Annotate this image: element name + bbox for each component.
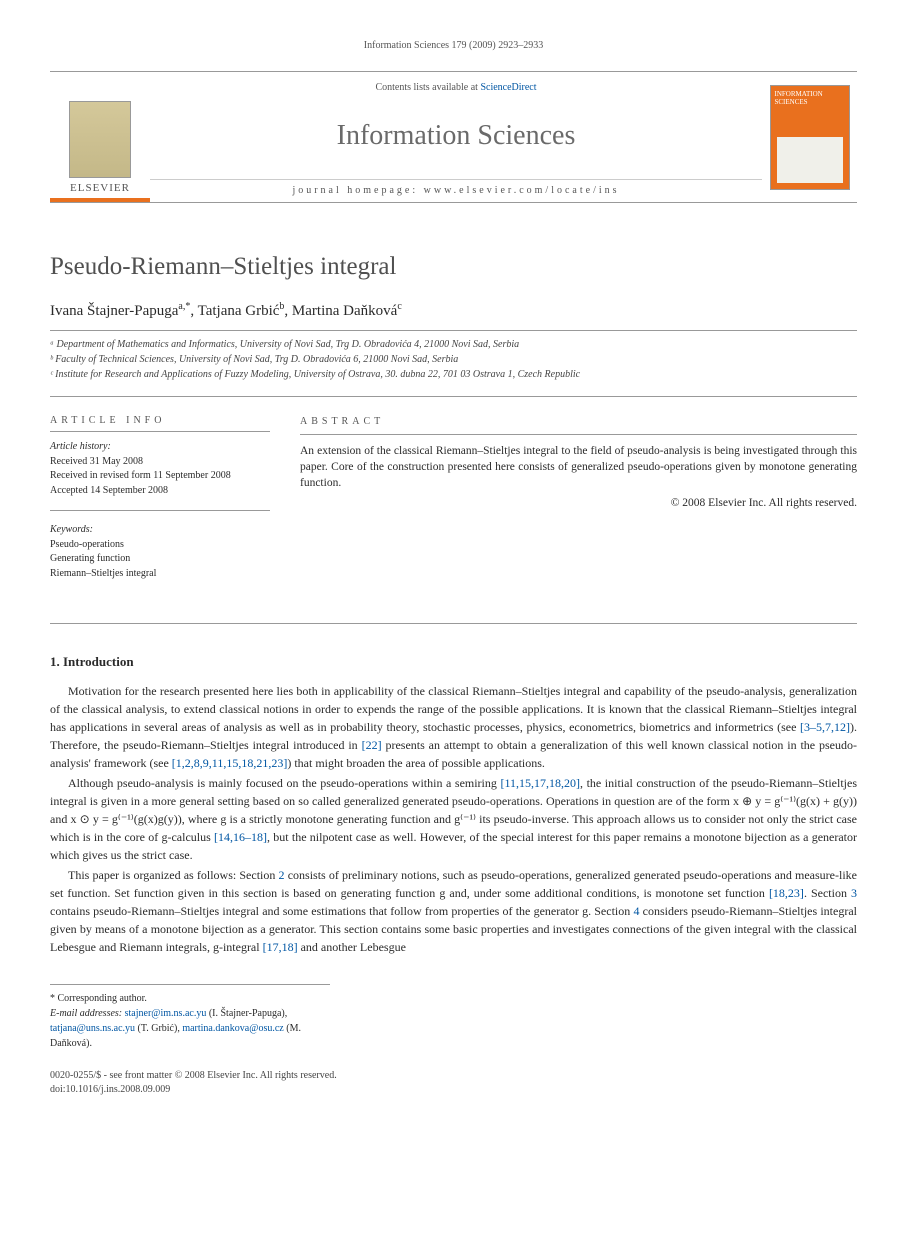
running-head: Information Sciences 179 (2009) 2923–293… <box>50 40 857 51</box>
ref-link[interactable]: [1,2,8,9,11,15,18,21,23] <box>172 756 288 770</box>
para-1: Motivation for the research presented he… <box>50 682 857 772</box>
abstract-copyright: © 2008 Elsevier Inc. All rights reserved… <box>300 495 857 511</box>
abstract-column: ABSTRACT An extension of the classical R… <box>300 415 857 605</box>
ref-link[interactable]: [18,23] <box>769 886 804 900</box>
ref-link[interactable]: [11,15,17,18,20] <box>500 776 580 790</box>
section-1-body: Motivation for the research presented he… <box>50 682 857 956</box>
affiliation-b: ᵇ Faculty of Technical Sciences, Univers… <box>50 352 857 367</box>
journal-title: Information Sciences <box>337 120 576 152</box>
para-2: Although pseudo-analysis is mainly focus… <box>50 774 857 864</box>
email-label: E-mail addresses: <box>50 1008 122 1019</box>
author-1: Ivana Štajner-Papugaa,* <box>50 303 190 319</box>
journal-cover-thumb: INFORMATION SCIENCES <box>770 85 850 190</box>
ref-link[interactable]: [3–5,7,12] <box>800 720 850 734</box>
keyword-2: Generating function <box>50 552 270 567</box>
footnotes: * Corresponding author. E-mail addresses… <box>50 984 330 1051</box>
history-accepted: Accepted 14 September 2008 <box>50 484 270 499</box>
corresponding-author-note: * Corresponding author. <box>50 991 330 1006</box>
ref-link[interactable]: [14,16–18] <box>214 830 267 844</box>
article-info-column: ARTICLE INFO Article history: Received 3… <box>50 415 270 605</box>
journal-masthead: ELSEVIER Contents lists available at Sci… <box>50 71 857 203</box>
section-1-heading: 1. Introduction <box>50 654 857 670</box>
affiliation-a: ᵃ Department of Mathematics and Informat… <box>50 337 857 352</box>
author-list: Ivana Štajner-Papugaa,*, Tatjana Grbićb,… <box>50 301 857 331</box>
footer-copyright: 0020-0255/$ - see front matter © 2008 El… <box>50 1069 857 1083</box>
para-3: This paper is organized as follows: Sect… <box>50 866 857 956</box>
contents-prefix: Contents lists available at <box>375 82 480 93</box>
keyword-3: Riemann–Stieltjes integral <box>50 567 270 582</box>
affiliation-c: ᶜ Institute for Research and Application… <box>50 367 857 382</box>
history-received: Received 31 May 2008 <box>50 455 270 470</box>
contents-available-line: Contents lists available at ScienceDirec… <box>375 82 536 93</box>
history-label: Article history: <box>50 440 270 455</box>
publisher-name: ELSEVIER <box>70 182 130 194</box>
article-history: Article history: Received 31 May 2008 Re… <box>50 440 270 511</box>
ref-link[interactable]: [17,18] <box>263 940 298 954</box>
keyword-1: Pseudo-operations <box>50 538 270 553</box>
affiliations: ᵃ Department of Mathematics and Informat… <box>50 337 857 397</box>
journal-homepage: journal homepage: www.elsevier.com/locat… <box>150 179 762 196</box>
publisher-logo-block: ELSEVIER <box>50 72 150 202</box>
footer-doi: doi:10.1016/j.ins.2008.09.009 <box>50 1083 857 1097</box>
keywords-block: Keywords: Pseudo-operations Generating f… <box>50 523 270 593</box>
article-title: Pseudo-Riemann–Stieltjes integral <box>50 253 857 281</box>
keywords-label: Keywords: <box>50 523 270 538</box>
email-2[interactable]: tatjana@uns.ns.ac.yu <box>50 1023 135 1034</box>
email-line: E-mail addresses: stajner@im.ns.ac.yu (I… <box>50 1006 330 1051</box>
ref-link[interactable]: [22] <box>362 738 382 752</box>
abstract-heading: ABSTRACT <box>300 415 857 435</box>
abstract-text: An extension of the classical Riemann–St… <box>300 443 857 491</box>
ref-link[interactable]: 3 <box>851 886 857 900</box>
sciencedirect-link[interactable]: ScienceDirect <box>480 82 536 93</box>
email-1[interactable]: stajner@im.ns.ac.yu <box>125 1008 207 1019</box>
author-3: Martina Daňkovác <box>292 303 402 319</box>
email-3[interactable]: martina.dankova@osu.cz <box>182 1023 283 1034</box>
author-2: Tatjana Grbićb <box>198 303 285 319</box>
footer: 0020-0255/$ - see front matter © 2008 El… <box>50 1069 857 1097</box>
history-revised: Received in revised form 11 September 20… <box>50 469 270 484</box>
elsevier-tree-icon <box>69 101 131 178</box>
article-info-heading: ARTICLE INFO <box>50 415 270 432</box>
